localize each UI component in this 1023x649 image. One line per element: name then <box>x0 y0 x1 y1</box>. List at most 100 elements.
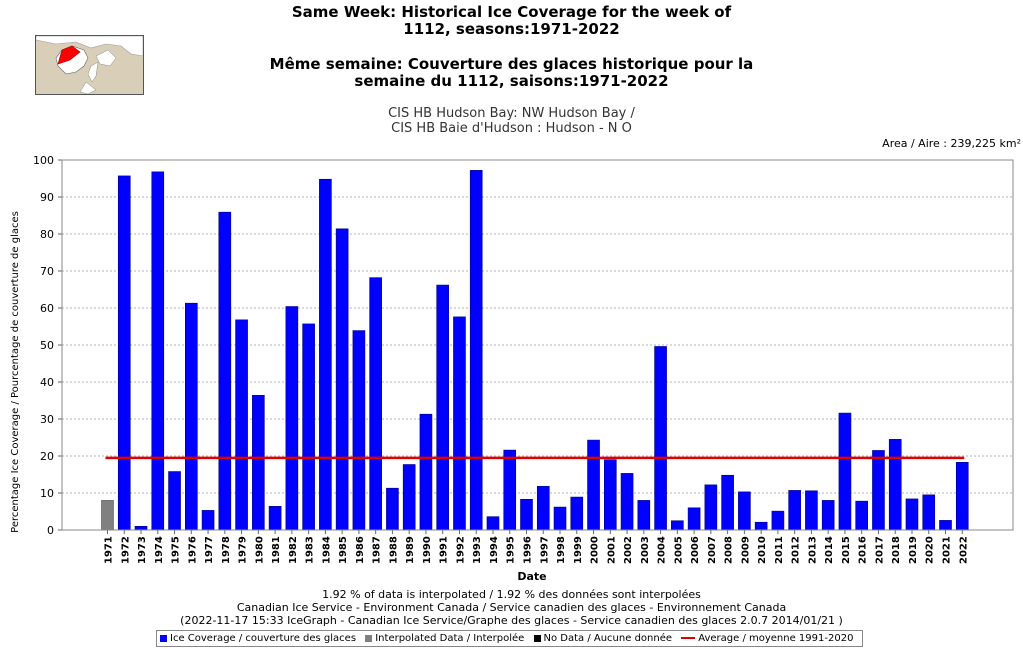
bar-1974 <box>151 171 165 531</box>
y-tick-label: 20 <box>40 450 54 463</box>
x-tick-label: 2002 <box>623 536 634 564</box>
bar-1987 <box>369 277 382 531</box>
x-tick-label: 2014 <box>824 536 835 564</box>
bar-2007 <box>704 484 718 531</box>
bar-2005 <box>671 520 684 531</box>
x-tick-label: 1973 <box>137 536 148 564</box>
plot-frame <box>61 159 1014 531</box>
bar-2008 <box>721 474 734 531</box>
legend-average-label: Average / moyenne 1991-2020 <box>698 633 854 644</box>
x-tick-label: 2001 <box>606 536 617 564</box>
bar-2001 <box>603 459 617 531</box>
x-tick-label: 1977 <box>204 536 215 564</box>
region-fr: CIS HB Baie d'Hudson : Hudson - N O <box>391 121 632 136</box>
x-tick-label: 1998 <box>556 536 567 564</box>
bar-1979 <box>235 319 248 531</box>
bar-1976 <box>185 302 198 531</box>
bar-1991 <box>436 284 450 531</box>
legend-ice: Ice Coverage / couverture des glaces <box>160 631 356 646</box>
bar-2012 <box>788 490 801 531</box>
x-tick-label: 2006 <box>690 536 701 564</box>
bar-2000 <box>587 439 600 531</box>
bar-1973 <box>134 525 148 531</box>
x-tick-label: 1979 <box>238 536 249 564</box>
bar-1977 <box>201 510 215 531</box>
x-tick-label: 1997 <box>539 536 550 564</box>
y-tick-label: 90 <box>40 191 54 204</box>
area-readout: Area / Aire : 239,225 km² <box>882 137 1021 150</box>
bar-1997 <box>536 486 550 531</box>
credit-line: Canadian Ice Service - Environment Canad… <box>236 601 787 614</box>
y-tick-label: 10 <box>40 487 54 500</box>
y-tick-label: 40 <box>40 376 54 389</box>
bar-1975 <box>168 471 181 531</box>
x-tick-label: 2008 <box>724 536 735 564</box>
y-tick-label: 100 <box>33 154 54 167</box>
bar-1985 <box>335 228 349 531</box>
x-tick-label: 1975 <box>171 536 182 564</box>
x-tick-label: 2012 <box>791 536 802 564</box>
bar-1971 <box>101 500 114 531</box>
title-fr-line1: Même semaine: Couverture des glaces hist… <box>269 55 754 73</box>
x-tick-label: 1995 <box>506 536 517 564</box>
x-tick-label: 2018 <box>891 536 902 564</box>
x-tick-label: 1987 <box>372 536 383 564</box>
x-tick-label: 1986 <box>355 536 366 564</box>
y-tick-label: 50 <box>40 339 54 352</box>
legend-nodata-label: No Data / Aucune donnée <box>543 633 673 644</box>
bar-1972 <box>117 175 131 531</box>
bar-2018 <box>888 439 902 531</box>
x-tick-label: 2011 <box>774 536 785 564</box>
x-tick-label: 1980 <box>254 536 265 564</box>
legend-interp: Interpolated Data / Interpolée <box>365 631 524 646</box>
bar-1995 <box>503 449 517 531</box>
bar-2019 <box>905 498 919 531</box>
legend-ice-swatch <box>160 634 167 642</box>
legend-interp-label: Interpolated Data / Interpolée <box>375 633 525 644</box>
bar-1984 <box>319 178 332 531</box>
x-tick-label: 2016 <box>858 536 869 564</box>
x-tick-label: 1990 <box>422 536 433 564</box>
chart-legend: Ice Coverage / couverture des glaces Int… <box>156 630 864 647</box>
x-tick-label: 1974 <box>154 536 165 564</box>
x-tick-label: 2003 <box>640 536 651 564</box>
bar-1992 <box>453 316 466 531</box>
x-tick-label: 2010 <box>757 536 768 564</box>
legend-average-line <box>681 637 696 639</box>
bar-2014 <box>821 500 835 531</box>
x-tick-label: 1985 <box>338 536 349 564</box>
x-tick-label: 1994 <box>489 536 500 564</box>
bar-1999 <box>570 496 584 531</box>
y-tick-label: 60 <box>40 302 54 315</box>
bar-1993 <box>469 170 483 531</box>
x-tick-label: 1972 <box>120 536 131 564</box>
title-fr-line2: semaine du 1112, saisons:1971-2022 <box>354 72 669 90</box>
region-map-thumbnail <box>35 35 144 95</box>
bar-2010 <box>754 521 768 531</box>
legend-interp-swatch <box>365 634 373 642</box>
x-tick-label: 1981 <box>271 536 282 564</box>
bar-1981 <box>268 506 282 531</box>
bar-1986 <box>352 330 366 531</box>
version-line: (2022-11-17 15:33 IceGraph - Canadian Ic… <box>180 614 843 627</box>
x-tick-label: 1984 <box>321 536 332 564</box>
x-tick-label: 1993 <box>472 536 483 564</box>
x-tick-label: 1976 <box>187 536 198 564</box>
interpolation-note: 1.92 % of data is interpolated / 1.92 % … <box>322 588 701 601</box>
x-tick-label: 2013 <box>807 536 818 564</box>
bar-2022 <box>955 461 969 531</box>
bar-2020 <box>922 494 936 531</box>
x-tick-label: 2021 <box>942 536 953 564</box>
bar-1989 <box>402 464 416 531</box>
x-tick-label: 2005 <box>673 536 684 564</box>
title-en-line2: 1112, seasons:1971-2022 <box>403 20 620 38</box>
bar-2013 <box>805 490 818 531</box>
x-tick-label: 1988 <box>388 536 399 564</box>
x-tick-label: 2009 <box>740 536 751 564</box>
bar-1990 <box>419 413 433 531</box>
x-tick-label: 1996 <box>523 536 534 564</box>
bar-2004 <box>654 346 667 531</box>
legend-average: Average / moyenne 1991-2020 <box>681 631 853 646</box>
y-tick-label: 30 <box>40 413 54 426</box>
x-tick-label: 1989 <box>405 536 416 564</box>
